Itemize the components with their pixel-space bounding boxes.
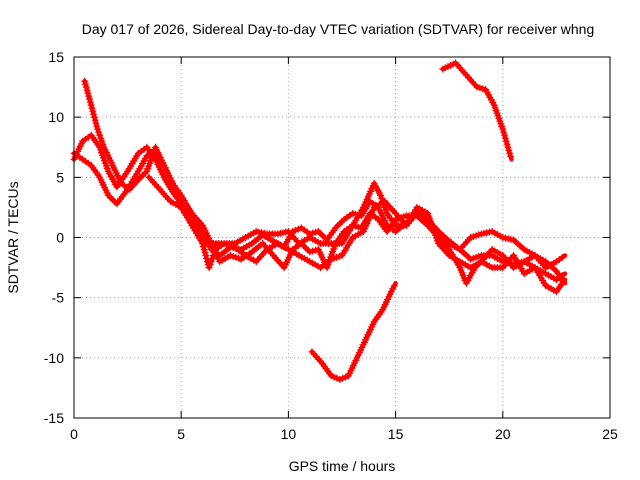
data-point (88, 104, 96, 112)
data-point (504, 143, 512, 151)
data-point (96, 131, 104, 139)
data-point (382, 206, 390, 214)
data-point (81, 77, 89, 85)
x-tick-label: 10 (281, 426, 297, 442)
y-tick-label: 0 (56, 230, 64, 246)
data-point (503, 140, 511, 148)
data-point (501, 134, 509, 142)
data-point (92, 119, 100, 127)
series-track-d (145, 173, 568, 286)
data-point (377, 191, 385, 199)
data-point (505, 146, 513, 154)
data-point (205, 264, 213, 272)
data-point (85, 92, 93, 100)
data-point (209, 252, 217, 259)
data-point (90, 110, 98, 118)
series-track-a (70, 131, 568, 284)
data-point (201, 249, 209, 256)
data-point (86, 98, 94, 106)
y-tick-label: 10 (48, 109, 64, 125)
y-tick-label: 5 (56, 169, 64, 185)
series-line (440, 60, 514, 162)
data-point (210, 249, 218, 256)
data-point (381, 203, 389, 211)
data-point (82, 80, 89, 88)
data-point (501, 131, 508, 139)
series-midday-low (308, 280, 398, 383)
data-point (83, 86, 91, 94)
x-tick-label: 15 (388, 426, 404, 442)
y-tick-label: -5 (52, 290, 65, 306)
data-point (502, 137, 510, 145)
chart-title: Day 017 of 2026, Sidereal Day-to-day VTE… (82, 21, 595, 37)
data-point (90, 113, 98, 121)
data-point (500, 128, 508, 136)
data-point (93, 122, 101, 130)
data-point (208, 255, 216, 263)
data-point (380, 200, 388, 208)
x-tick-label: 25 (602, 426, 618, 442)
x-tick-label: 20 (495, 426, 511, 442)
x-axis-label: GPS time / hours (289, 458, 396, 474)
data-point (559, 277, 567, 285)
data-point (84, 89, 92, 97)
data-point (379, 197, 387, 205)
data-point (99, 140, 107, 148)
data-series (70, 59, 568, 383)
data-point (558, 254, 566, 262)
x-tick-label: 5 (177, 426, 185, 442)
data-point (206, 261, 214, 269)
data-point (499, 125, 507, 133)
axis-ticks: 0 5 10 15 20 25 -15 -10 -5 0 5 10 15 (44, 49, 618, 442)
y-tick-label: 15 (48, 49, 64, 65)
data-point (378, 194, 386, 202)
data-point (98, 137, 106, 145)
data-point (95, 128, 103, 136)
series-track-c (81, 77, 568, 272)
data-point (506, 149, 514, 157)
series-track-b (70, 147, 568, 296)
y-tick-label: -15 (44, 410, 64, 426)
data-point (91, 116, 99, 124)
y-axis-label: SDTVAR / TECUs (5, 181, 21, 293)
data-point (87, 101, 95, 109)
x-tick-label: 0 (70, 426, 78, 442)
data-point (82, 83, 90, 91)
series-evening-high (439, 59, 514, 162)
data-point (207, 258, 215, 266)
data-point (202, 252, 210, 259)
y-tick-label: -10 (44, 350, 64, 366)
data-point (507, 152, 514, 160)
data-point (89, 107, 97, 115)
data-point (86, 95, 93, 103)
data-point (94, 125, 102, 133)
data-point (200, 246, 208, 253)
data-point (97, 134, 105, 142)
data-point (390, 282, 398, 290)
